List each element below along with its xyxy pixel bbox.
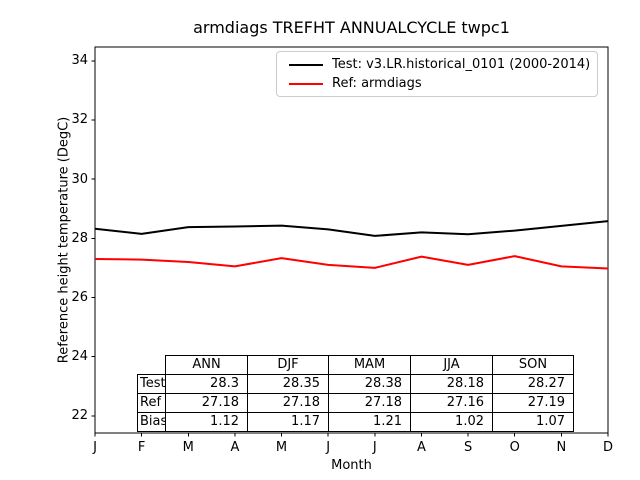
test-series-line xyxy=(94,220,609,237)
chart-title: armdiags TREFHT ANNUALCYCLE twpc1 xyxy=(193,18,510,37)
stats-table-cell: 27.18 xyxy=(247,393,329,413)
stats-table-cell: 1.07 xyxy=(492,412,574,432)
x-tick-label: S xyxy=(463,440,473,455)
y-tick-label: 22 xyxy=(71,408,88,424)
legend: Test: v3.LR.historical_0101 (2000-2014) … xyxy=(276,51,598,97)
stats-col-header: DJF xyxy=(247,355,329,375)
stats-table-cell: 28.35 xyxy=(247,374,329,394)
stats-table-cell: 1.21 xyxy=(328,412,411,432)
stats-table-cell: 28.18 xyxy=(410,374,493,394)
y-tick-label: 30 xyxy=(71,171,88,187)
y-tick-label: 28 xyxy=(71,230,88,246)
legend-entry-test: Test: v3.LR.historical_0101 (2000-2014) xyxy=(277,56,597,74)
stats-table-cell: 1.17 xyxy=(247,412,329,432)
stats-row-header: Ref xyxy=(137,393,166,413)
stats-col-header: SON xyxy=(492,355,574,375)
y-tick-label: 24 xyxy=(71,349,88,365)
y-tick-label: 26 xyxy=(71,289,88,305)
test-line-swatch xyxy=(289,63,323,66)
y-tick-label: 34 xyxy=(71,53,88,69)
axes-box xyxy=(94,46,609,434)
x-tick-label: J xyxy=(326,440,331,455)
stats-col-header: ANN xyxy=(165,355,248,375)
stats-table-cell: 1.02 xyxy=(410,412,493,432)
x-tick-label: J xyxy=(93,440,97,455)
stats-table-cell: 27.18 xyxy=(165,393,248,413)
x-axis-label: Month xyxy=(331,458,372,473)
stats-col-header: MAM xyxy=(328,355,411,375)
x-tick-label: A xyxy=(417,440,426,455)
stats-table-cell: 28.3 xyxy=(165,374,248,394)
stats-row-header: Bias xyxy=(137,412,166,432)
x-tick-label: M xyxy=(275,440,288,455)
stats-row-header: Test xyxy=(137,374,166,394)
x-tick-label: A xyxy=(230,440,240,455)
legend-entry-ref: Ref: armdiags xyxy=(277,75,597,93)
stats-table-cell: 28.27 xyxy=(492,374,574,394)
x-tick-label: D xyxy=(602,440,613,455)
legend-label-ref: Ref: armdiags xyxy=(332,76,422,91)
ref-series-line xyxy=(94,255,609,270)
stats-table-cell: 27.18 xyxy=(328,393,411,413)
y-tick-label: 32 xyxy=(71,112,88,128)
x-tick-label: J xyxy=(372,440,377,455)
stats-table-cell: 27.19 xyxy=(492,393,574,413)
stats-table-cell: 1.12 xyxy=(165,412,248,432)
legend-label-test: Test: v3.LR.historical_0101 (2000-2014) xyxy=(332,57,591,72)
x-tick-label: M xyxy=(182,440,194,455)
x-tick-label: F xyxy=(137,440,146,455)
x-tick-label: N xyxy=(556,440,567,455)
stats-table-cell: 27.16 xyxy=(410,393,493,413)
x-tick-label: O xyxy=(509,440,520,455)
ref-line-swatch xyxy=(289,82,323,85)
stats-col-header: JJA xyxy=(410,355,493,375)
stats-table-cell: 28.38 xyxy=(328,374,411,394)
